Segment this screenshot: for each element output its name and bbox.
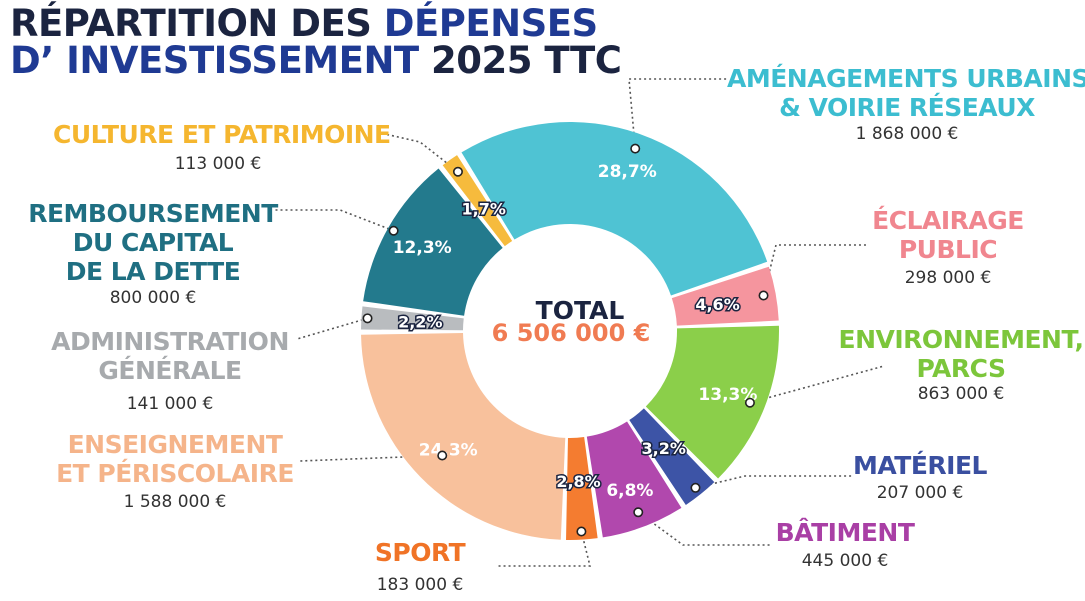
percent-label-eclairage: 4,6%	[695, 295, 739, 314]
leader-dot-environnement	[744, 397, 755, 408]
percent-label-environnement: 13,3%	[698, 385, 757, 405]
amount-batiment: 445 000 €	[801, 551, 889, 571]
category-label-line: PARCS	[916, 354, 1006, 383]
leader-dot-enseignement	[437, 450, 448, 461]
leader-dot-administration	[362, 313, 373, 324]
category-label-line: ENVIRONNEMENT,	[838, 325, 1084, 354]
slice-enseignement	[361, 332, 566, 540]
category-label-sport: SPORT	[360, 538, 480, 567]
category-label-line: DE LA DETTE	[65, 257, 241, 286]
category-label-line: CULTURE ET PATRIMOINE	[53, 120, 391, 149]
leader-line-environnement	[749, 365, 885, 404]
leader-line-materiel	[695, 475, 854, 489]
percent-label-amenagements: 28,7%	[598, 162, 657, 182]
category-label-line: BÂTIMENT	[775, 518, 915, 547]
title-part-highlight: DÉPENSES	[383, 2, 598, 45]
category-label-amenagements: AMÉNAGEMENTS URBAINS & VOIRIE RÉSEAUX	[727, 64, 1085, 122]
amount-materiel: 207 000 €	[876, 483, 964, 503]
amount-environnement: 863 000 €	[917, 384, 1005, 404]
category-label-line: ENSEIGNEMENT	[67, 430, 283, 459]
amount-remboursement: 800 000 €	[109, 288, 197, 308]
category-label-administration: ADMINISTRATION GÉNÉRALE	[40, 327, 300, 385]
category-label-enseignement: ENSEIGNEMENT ET PÉRISCOLAIRE	[45, 430, 305, 488]
leader-dot-culture	[452, 166, 463, 177]
slice-batiment	[586, 421, 682, 538]
leader-dot-eclairage	[758, 290, 769, 301]
slice-eclairage	[671, 266, 779, 326]
category-label-remboursement: REMBOURSEMENT DU CAPITAL DE LA DETTE	[23, 199, 283, 286]
amount-eclairage: 298 000 €	[904, 268, 992, 288]
title-part: RÉPARTITION DES	[10, 2, 384, 45]
category-label-environnement: ENVIRONNEMENT, PARCS	[836, 325, 1085, 383]
category-label-line: ADMINISTRATION	[51, 327, 289, 356]
amount-enseignement: 1 588 000 €	[123, 492, 227, 512]
title-part: 2025 TTC	[418, 39, 622, 82]
title-part-highlight: D’ INVESTISSEMENT	[10, 39, 419, 82]
percent-label-administration: 2,2%	[398, 313, 442, 332]
amount-administration: 141 000 €	[126, 394, 214, 414]
percent-label-remboursement: 12,3%	[393, 238, 452, 258]
category-label-line: DU CAPITAL	[72, 228, 234, 257]
leader-line-enseignement	[299, 454, 443, 462]
title-line-1: RÉPARTITION DES DÉPENSES	[10, 4, 598, 44]
category-label-line: PUBLIC	[898, 235, 998, 264]
category-label-line: ET PÉRISCOLAIRE	[56, 459, 294, 488]
percent-label-materiel: 3,2%	[642, 439, 686, 458]
leader-dot-batiment	[633, 507, 644, 518]
slice-amenagements	[461, 122, 768, 296]
leader-dot-amenagements	[630, 143, 641, 154]
leader-line-sport	[497, 531, 592, 567]
slice-administration	[361, 306, 464, 331]
leader-line-culture	[384, 133, 459, 173]
slice-remboursement	[363, 168, 503, 316]
slice-culture	[442, 155, 513, 247]
leader-dot-materiel	[690, 482, 701, 493]
amount-culture: 113 000 €	[174, 154, 262, 174]
category-label-line: MATÉRIEL	[853, 451, 987, 480]
donut-slices	[361, 122, 779, 540]
amount-sport: 183 000 €	[376, 575, 464, 595]
leader-line-amenagements	[628, 78, 728, 149]
leader-line-batiment	[637, 511, 772, 546]
percent-label-batiment: 6,8%	[606, 481, 653, 501]
amount-amenagements: 1 868 000 €	[855, 124, 959, 144]
percent-label-sport: 2,8%	[556, 472, 600, 491]
percent-labels: 28,7% 4,6% 13,3% 3,2% 6,8% 2,8% 24,3% 2,2% 12,3%…	[393, 162, 758, 501]
leader-dot-remboursement	[388, 225, 399, 236]
leader-line-administration	[296, 317, 368, 340]
leader-dots	[362, 143, 769, 537]
slice-materiel	[629, 408, 715, 505]
category-label-line: ÉCLAIRAGE	[872, 206, 1024, 235]
slice-sport	[566, 437, 598, 540]
category-label-culture: CULTURE ET PATRIMOINE	[53, 120, 391, 149]
category-label-eclairage: ÉCLAIRAGE PUBLIC	[848, 206, 1048, 264]
category-label-line: GÉNÉRALE	[98, 356, 242, 385]
total-value: 6 506 000 €	[492, 319, 651, 347]
leader-dot-sport	[576, 526, 587, 537]
category-label-line: & VOIRIE RÉSEAUX	[779, 93, 1035, 122]
title-line-2: D’ INVESTISSEMENT 2025 TTC	[10, 39, 622, 82]
category-label-batiment: BÂTIMENT	[770, 518, 920, 547]
category-label-line: AMÉNAGEMENTS URBAINS	[727, 64, 1085, 93]
slice-environnement	[645, 325, 779, 479]
category-label-line: SPORT	[374, 538, 466, 567]
category-label-line: REMBOURSEMENT	[28, 199, 278, 228]
total-label: TOTAL	[536, 296, 625, 325]
percent-label-culture: 1,7%	[462, 199, 506, 218]
leader-line-remboursement	[275, 209, 394, 232]
category-label-materiel: MATÉRIEL	[845, 451, 995, 480]
percent-label-enseignement: 24,3%	[419, 441, 478, 461]
